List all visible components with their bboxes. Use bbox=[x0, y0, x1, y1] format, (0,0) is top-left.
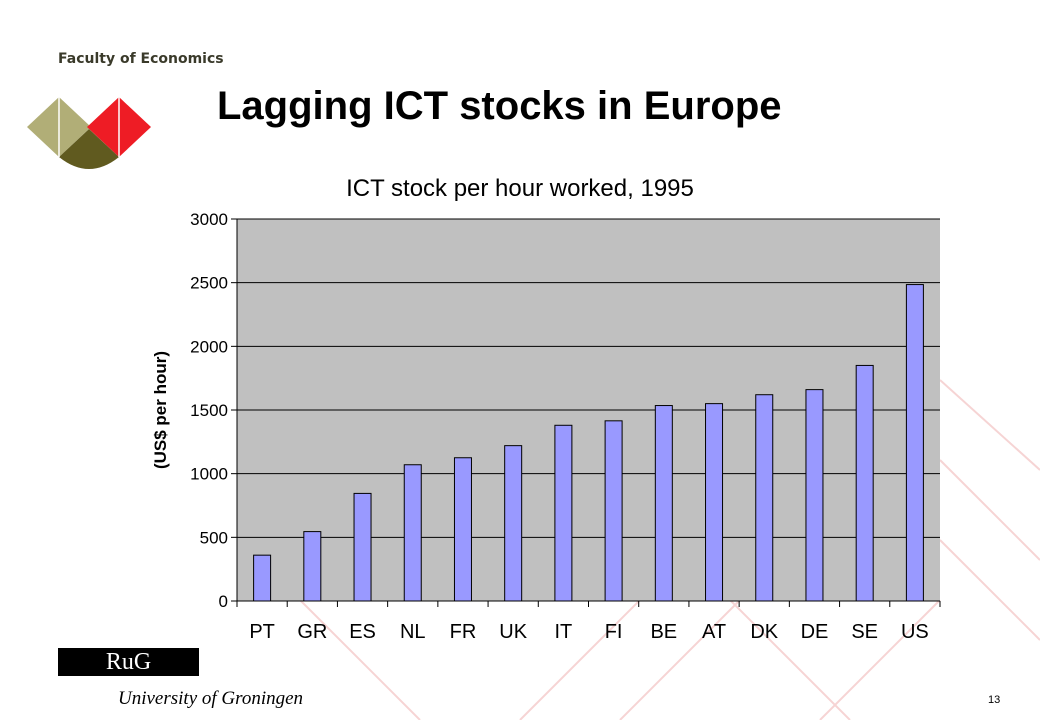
x-tick-label: PT bbox=[249, 621, 275, 643]
university-logo bbox=[27, 97, 151, 169]
decor-line bbox=[939, 379, 1040, 471]
decor-line bbox=[299, 599, 421, 720]
bar bbox=[905, 284, 924, 602]
y-tick-label: 0 bbox=[219, 592, 228, 611]
page-number: 13 bbox=[988, 694, 1001, 706]
decor-line bbox=[519, 599, 641, 720]
bar bbox=[654, 405, 673, 602]
y-tick-label: 1500 bbox=[190, 401, 228, 420]
bar bbox=[303, 531, 322, 602]
y-tick-label: 3000 bbox=[190, 210, 228, 229]
bar bbox=[805, 389, 824, 602]
x-tick-label: NL bbox=[400, 621, 426, 643]
logo-olive-dark-shape bbox=[59, 129, 119, 169]
y-tick-label: 500 bbox=[200, 528, 228, 547]
bar bbox=[855, 364, 874, 602]
bar bbox=[453, 457, 472, 602]
university-name: University of Groningen bbox=[118, 688, 304, 709]
faculty-label: Faculty of Economics bbox=[58, 51, 224, 67]
x-tick-label: BE bbox=[650, 621, 677, 643]
chart-title: ICT stock per hour worked, 1995 bbox=[346, 175, 694, 202]
x-tick-label: IT bbox=[555, 621, 573, 643]
bar bbox=[403, 464, 422, 602]
bar bbox=[554, 424, 573, 602]
x-tick-label: US bbox=[901, 621, 929, 643]
x-tick-label: SE bbox=[851, 621, 878, 643]
decor-line bbox=[729, 599, 851, 720]
y-tick-label: 2000 bbox=[190, 337, 228, 356]
page-title: Lagging ICT stocks in Europe bbox=[217, 84, 782, 128]
y-tick-label: 2500 bbox=[190, 274, 228, 293]
bar bbox=[253, 554, 272, 602]
decor-line bbox=[619, 599, 741, 720]
bar bbox=[353, 492, 372, 602]
bar bbox=[604, 420, 623, 602]
x-tick-label: GR bbox=[297, 621, 327, 643]
bar bbox=[504, 445, 523, 602]
x-tick-label: DK bbox=[750, 621, 778, 643]
x-tick-label: DE bbox=[801, 621, 829, 643]
decor-line bbox=[939, 539, 1040, 641]
y-tick-label: 1000 bbox=[190, 465, 228, 484]
x-tick-label: ES bbox=[349, 621, 376, 643]
decor-line bbox=[939, 459, 1040, 561]
rug-badge: RuG bbox=[58, 648, 199, 676]
y-axis-label: (US$ per hour) bbox=[151, 351, 170, 469]
decor-line bbox=[819, 599, 941, 720]
bar bbox=[755, 394, 774, 602]
x-tick-label: AT bbox=[702, 621, 726, 643]
x-tick-label: UK bbox=[499, 621, 527, 643]
x-tick-label: FI bbox=[605, 621, 623, 643]
bar bbox=[705, 403, 724, 602]
x-tick-label: FR bbox=[450, 621, 477, 643]
